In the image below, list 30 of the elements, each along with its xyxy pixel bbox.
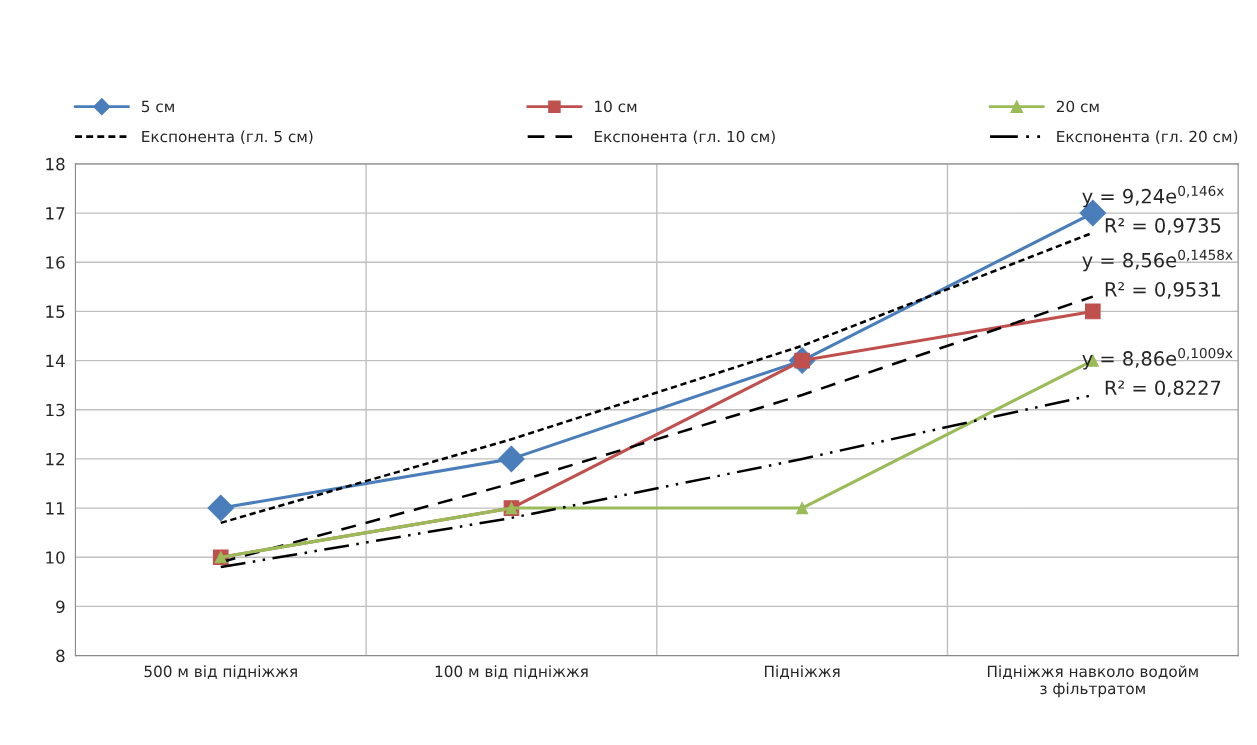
annotation: y = 8,56e$^{0,1458x}$ — [1082, 249, 1233, 272]
annotation: R² = 0,9735 — [1105, 218, 1221, 235]
legend-label: 20 см — [1056, 100, 1099, 113]
legend-label: Експонента (гл. 5 см) — [142, 130, 313, 145]
y-tick-label: 15 — [46, 305, 65, 318]
annotation: R² = 0,9531 — [1105, 282, 1221, 299]
annotation: R² = 0,8227 — [1105, 380, 1221, 398]
x-tick-label: Підніжжя навколо водойм з фільтратом — [987, 665, 1198, 698]
y-tick-label: 10 — [46, 551, 65, 564]
y-tick-label: 16 — [46, 256, 65, 269]
y-tick-label: 17 — [46, 207, 65, 220]
legend-label: 5 см — [141, 100, 174, 113]
y-tick-label: 18 — [46, 157, 65, 171]
point — [796, 502, 809, 515]
x-tick-label: 500 м від підніжжя — [144, 665, 297, 680]
y-tick-label: 9 — [56, 600, 65, 613]
point — [498, 445, 525, 473]
legend-label: Експонента (гл. 10 см) — [594, 130, 775, 145]
legend-label: 10 см — [595, 100, 637, 113]
x-tick-label: 100 м від підніжжя — [435, 665, 588, 680]
legend-label: Експонента (гл. 20 см) — [1057, 130, 1238, 145]
y-tick-label: 8 — [56, 649, 65, 663]
point — [207, 494, 235, 522]
y-tick-label: 11 — [46, 502, 65, 515]
y-tick-label: 14 — [46, 354, 65, 367]
y-tick-label: 13 — [46, 403, 65, 417]
point — [1084, 303, 1101, 320]
x-tick-label: Підніжжя — [765, 665, 840, 680]
y-tick-label: 12 — [46, 452, 65, 466]
annotation: y = 9,24e$^{0,146x}$ — [1082, 185, 1224, 208]
